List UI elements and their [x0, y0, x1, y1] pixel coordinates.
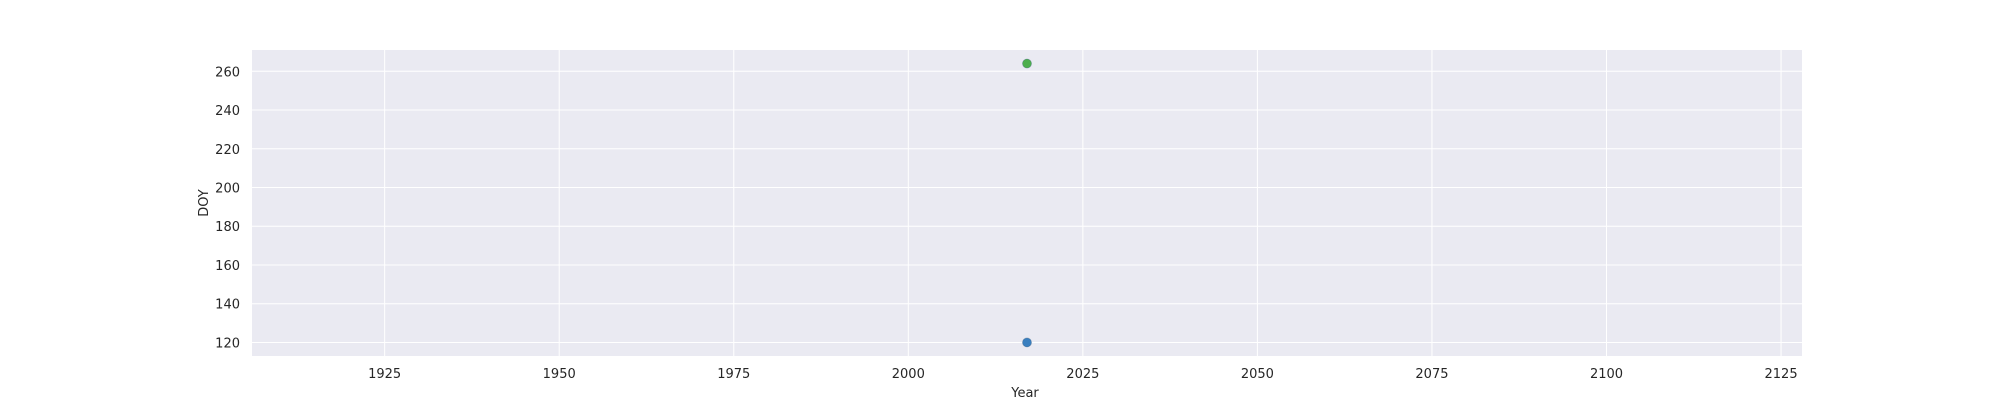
- x-tick-label: 2075: [1415, 367, 1448, 382]
- y-tick-label: 180: [215, 220, 240, 235]
- y-axis-label: DOY: [197, 189, 212, 217]
- x-tick-label: 2000: [892, 367, 925, 382]
- x-tick-label: 1975: [717, 367, 750, 382]
- x-axis-label: Year: [1010, 386, 1039, 400]
- x-tick-label: 2050: [1241, 367, 1274, 382]
- y-tick-label: 160: [215, 259, 240, 274]
- y-tick-label: 140: [215, 298, 240, 313]
- data-point-series-1: [1022, 337, 1032, 348]
- x-tick-label: 1950: [543, 367, 576, 382]
- y-tick-label: 240: [215, 104, 240, 119]
- x-tick-label: 2125: [1765, 367, 1798, 382]
- x-tick-label: 1925: [368, 367, 401, 382]
- data-point-series-2: [1022, 58, 1032, 69]
- x-tick-label: 2100: [1590, 367, 1623, 382]
- y-tick-label: 200: [215, 182, 240, 197]
- grid-lines: [252, 50, 1802, 356]
- y-tick-label: 220: [215, 143, 240, 158]
- y-tick-label: 260: [215, 65, 240, 80]
- x-tick-label: 2025: [1066, 367, 1099, 382]
- data-points: [1022, 58, 1032, 348]
- y-tick-label: 120: [215, 336, 240, 351]
- tick-labels: 1925 1950 1975 2000 2025 2050 2075 2100 2125 120 1…: [215, 65, 1797, 382]
- plot-area: [252, 50, 1802, 356]
